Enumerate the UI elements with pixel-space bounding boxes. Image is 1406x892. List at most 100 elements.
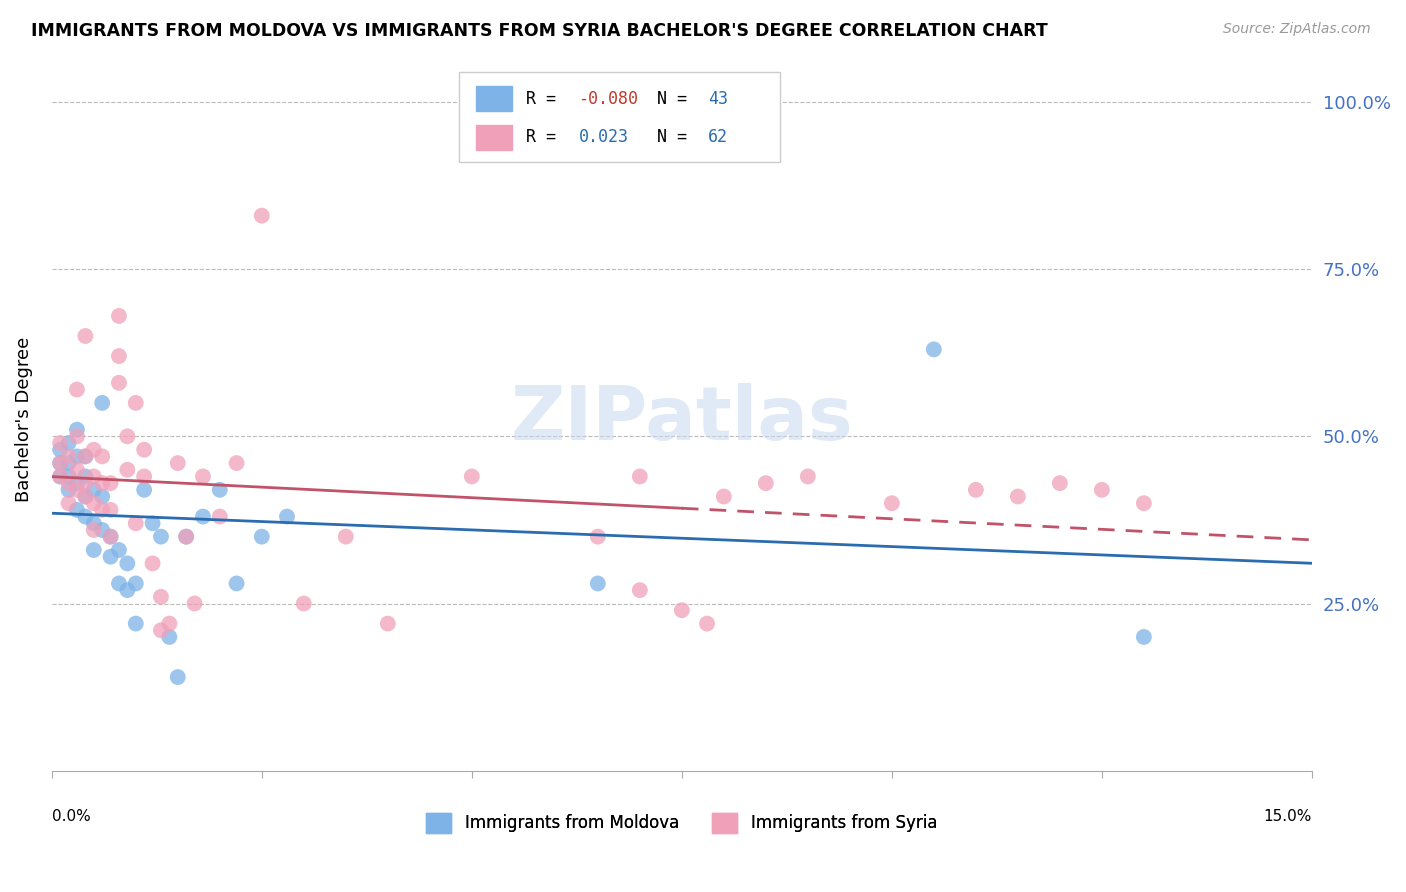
Text: 0.0%: 0.0% bbox=[52, 809, 90, 824]
Point bbox=[191, 469, 214, 483]
Point bbox=[208, 509, 231, 524]
Text: -0.080: -0.080 bbox=[578, 90, 638, 108]
Y-axis label: Bachelor's Degree: Bachelor's Degree bbox=[15, 337, 32, 502]
FancyBboxPatch shape bbox=[477, 125, 512, 150]
Point bbox=[134, 442, 156, 457]
Point bbox=[1133, 630, 1156, 644]
Point bbox=[49, 469, 72, 483]
Point bbox=[66, 383, 89, 397]
Point bbox=[58, 469, 80, 483]
Point bbox=[125, 616, 148, 631]
Point bbox=[83, 496, 105, 510]
Point bbox=[100, 503, 122, 517]
Text: 43: 43 bbox=[709, 90, 728, 108]
Point bbox=[49, 436, 72, 450]
Point bbox=[225, 456, 247, 470]
Point bbox=[100, 530, 122, 544]
Point bbox=[58, 450, 80, 464]
Point bbox=[66, 429, 89, 443]
Point bbox=[66, 476, 89, 491]
Point bbox=[134, 469, 156, 483]
Point bbox=[49, 456, 72, 470]
Point bbox=[880, 496, 903, 510]
Point bbox=[1133, 496, 1156, 510]
Point bbox=[174, 530, 197, 544]
Point bbox=[66, 483, 89, 497]
Point bbox=[58, 483, 80, 497]
Point bbox=[83, 523, 105, 537]
Point bbox=[713, 490, 735, 504]
Point bbox=[183, 597, 205, 611]
Point bbox=[108, 543, 131, 558]
Point bbox=[117, 463, 139, 477]
Point bbox=[58, 436, 80, 450]
Point bbox=[117, 429, 139, 443]
Point bbox=[75, 450, 97, 464]
Point bbox=[134, 483, 156, 497]
Text: R =: R = bbox=[526, 90, 565, 108]
Point bbox=[125, 516, 148, 531]
Text: R =: R = bbox=[526, 128, 575, 146]
FancyBboxPatch shape bbox=[477, 86, 512, 112]
Point bbox=[125, 576, 148, 591]
Point bbox=[75, 490, 97, 504]
Point bbox=[108, 376, 131, 390]
Text: N =: N = bbox=[657, 128, 696, 146]
Text: 62: 62 bbox=[709, 128, 728, 146]
Point bbox=[75, 490, 97, 504]
Point bbox=[58, 496, 80, 510]
Point bbox=[250, 209, 273, 223]
Text: 0.023: 0.023 bbox=[578, 128, 628, 146]
Point bbox=[292, 597, 315, 611]
Point bbox=[628, 469, 651, 483]
Point bbox=[100, 549, 122, 564]
Point bbox=[208, 483, 231, 497]
Point bbox=[75, 469, 97, 483]
Point bbox=[276, 509, 298, 524]
Point bbox=[75, 509, 97, 524]
Text: Source: ZipAtlas.com: Source: ZipAtlas.com bbox=[1223, 22, 1371, 37]
Point bbox=[108, 576, 131, 591]
Point bbox=[166, 456, 188, 470]
Point bbox=[1007, 490, 1029, 504]
Legend: Immigrants from Moldova, Immigrants from Syria: Immigrants from Moldova, Immigrants from… bbox=[420, 806, 943, 839]
FancyBboxPatch shape bbox=[458, 72, 780, 162]
Point bbox=[335, 530, 357, 544]
Point bbox=[149, 530, 172, 544]
Point bbox=[75, 450, 97, 464]
Point bbox=[142, 516, 165, 531]
Point bbox=[83, 543, 105, 558]
Point bbox=[191, 509, 214, 524]
Point bbox=[125, 396, 148, 410]
Point bbox=[586, 576, 609, 591]
Point bbox=[157, 630, 180, 644]
Point bbox=[225, 576, 247, 591]
Point bbox=[117, 583, 139, 598]
Point bbox=[66, 450, 89, 464]
Point bbox=[75, 329, 97, 343]
Text: N =: N = bbox=[657, 90, 696, 108]
Text: IMMIGRANTS FROM MOLDOVA VS IMMIGRANTS FROM SYRIA BACHELOR'S DEGREE CORRELATION C: IMMIGRANTS FROM MOLDOVA VS IMMIGRANTS FR… bbox=[31, 22, 1047, 40]
Point bbox=[83, 442, 105, 457]
Point bbox=[108, 349, 131, 363]
Point bbox=[586, 530, 609, 544]
Point bbox=[250, 530, 273, 544]
Point bbox=[49, 456, 72, 470]
Point bbox=[174, 530, 197, 544]
Point bbox=[166, 670, 188, 684]
Point bbox=[91, 450, 114, 464]
Text: ZIPatlas: ZIPatlas bbox=[510, 383, 853, 456]
Point bbox=[100, 476, 122, 491]
Point bbox=[83, 469, 105, 483]
Point bbox=[965, 483, 987, 497]
Point bbox=[149, 590, 172, 604]
Text: 15.0%: 15.0% bbox=[1264, 809, 1312, 824]
Point bbox=[58, 476, 80, 491]
Point bbox=[922, 343, 945, 357]
Point bbox=[100, 530, 122, 544]
Point bbox=[66, 423, 89, 437]
Point bbox=[91, 503, 114, 517]
Point bbox=[66, 463, 89, 477]
Point bbox=[91, 476, 114, 491]
Point bbox=[49, 442, 72, 457]
